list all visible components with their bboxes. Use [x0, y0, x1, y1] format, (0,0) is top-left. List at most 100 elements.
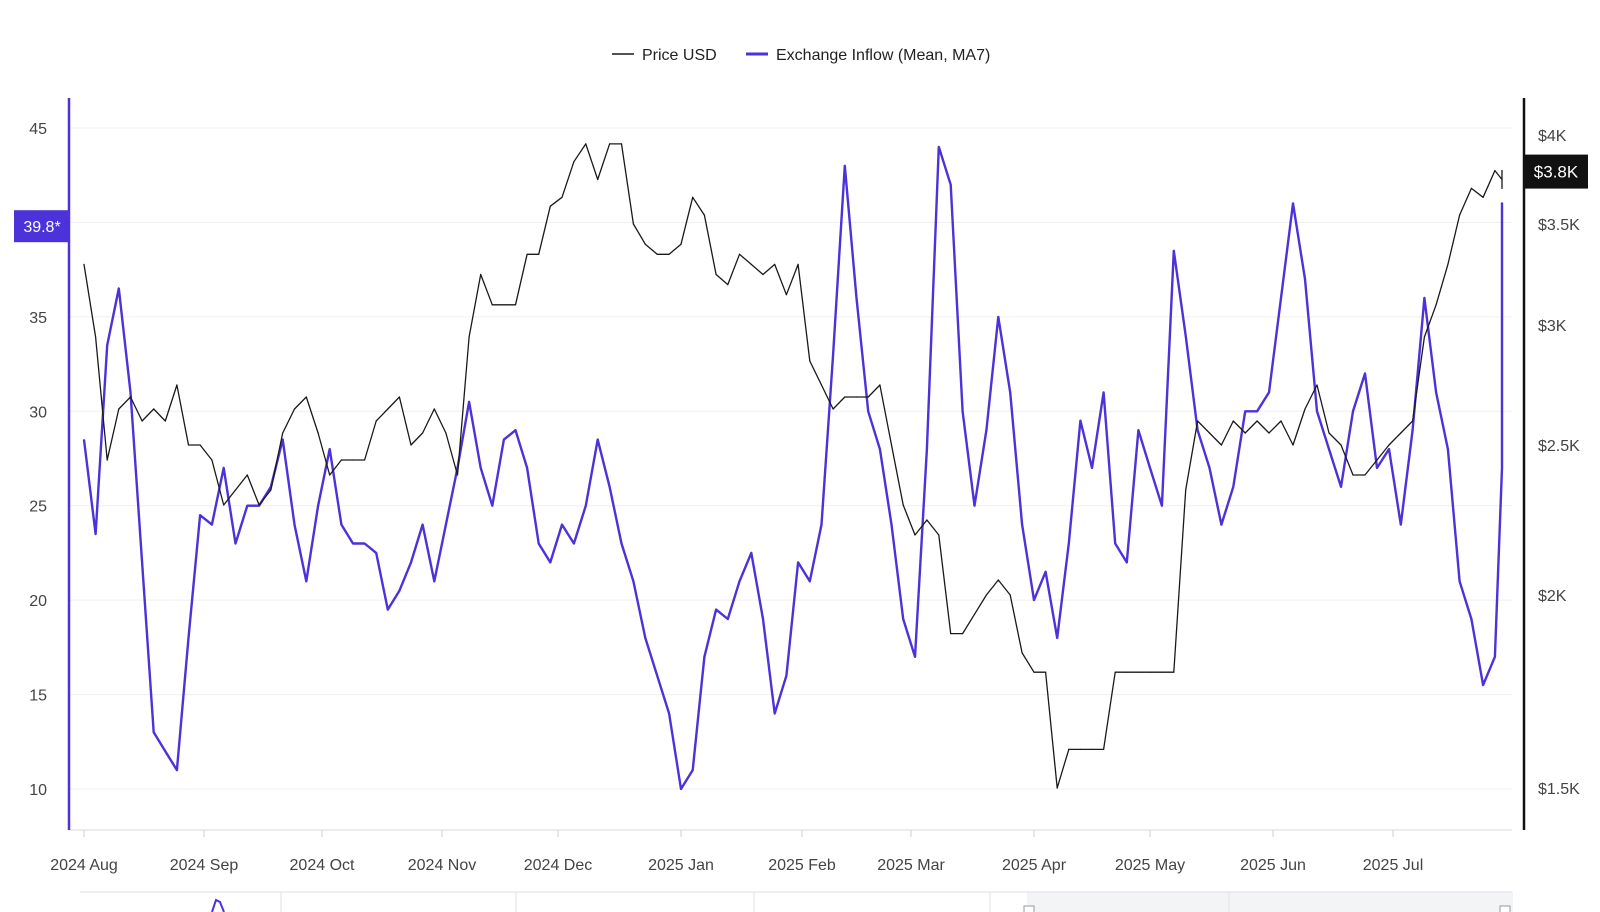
inflow-point: [445, 524, 447, 526]
inflow-point: [187, 637, 190, 639]
inflow-point: [785, 675, 787, 677]
inflow-point: [1328, 448, 1330, 450]
price-point: [1280, 420, 1282, 422]
price-point: [1501, 170, 1503, 172]
inflow-point: [985, 429, 987, 431]
price-point: [644, 243, 646, 245]
price-point: [352, 459, 354, 461]
inflow-point: [1068, 542, 1070, 545]
inflow-point: [1482, 684, 1484, 686]
price-point: [879, 384, 881, 386]
price-point: [1470, 187, 1472, 189]
inflow-point: [1079, 420, 1081, 422]
price-point: [176, 384, 178, 386]
inflow-point: [973, 505, 976, 507]
price-point: [762, 273, 764, 276]
inflow-point: [398, 590, 401, 592]
price-point: [1021, 652, 1023, 654]
inflow-point: [514, 429, 517, 431]
price-point: [1268, 432, 1270, 434]
inflow-point: [1268, 391, 1270, 393]
inflow-point: [1033, 599, 1035, 601]
inflow-point: [1501, 467, 1503, 469]
inflow-point: [1501, 202, 1503, 205]
price-point: [585, 143, 587, 145]
inflow-point: [199, 514, 201, 516]
inflow-point: [1364, 372, 1366, 375]
x-axis-tick-label: 2025 Feb: [768, 857, 836, 874]
price-point: [282, 432, 284, 434]
inflow-point: [526, 467, 528, 469]
price-point: [258, 504, 260, 506]
price-point: [1400, 432, 1402, 434]
inflow-point: [715, 608, 717, 611]
price-point: [973, 613, 976, 615]
right-axis-tick-label: $3K: [1538, 318, 1567, 335]
price-point: [375, 420, 377, 422]
inflow-point: [1501, 225, 1503, 227]
price-point: [1068, 748, 1070, 751]
legend-item[interactable]: Price USD: [612, 47, 717, 64]
range-selection[interactable]: [1027, 892, 1513, 912]
legend-item[interactable]: Exchange Inflow (Mean, MA7): [746, 47, 990, 64]
inflow-point: [1091, 467, 1093, 469]
price-point: [1328, 432, 1330, 434]
inflow-point: [950, 184, 952, 186]
inflow-point: [738, 580, 741, 582]
inflow-point: [211, 524, 213, 526]
price-point: [164, 420, 166, 422]
price-point: [1185, 489, 1187, 491]
inflow-point: [1501, 221, 1503, 224]
range-handle-right[interactable]: [1499, 905, 1511, 912]
price-point: [199, 444, 201, 446]
right-axis-tick-label: $2K: [1538, 588, 1567, 605]
inflow-point: [1280, 297, 1282, 299]
price-point: [926, 519, 928, 521]
inflow-point: [573, 542, 575, 545]
range-handle-left[interactable]: [1023, 905, 1035, 912]
price-point: [1114, 671, 1116, 673]
right-current-value-badge: [1524, 154, 1588, 189]
price-point: [1388, 444, 1390, 446]
price-point: [1340, 444, 1342, 446]
price-point: [1459, 214, 1461, 216]
x-axis-tick-label: 2025 May: [1115, 857, 1185, 874]
price-point: [703, 214, 706, 216]
inflow-point: [375, 552, 377, 554]
inflow-point: [890, 524, 893, 526]
left-axis-tick-label: 45: [29, 121, 47, 138]
price-point: [1447, 263, 1449, 265]
inflow-point: [926, 448, 928, 450]
inflow-point: [1340, 486, 1342, 488]
range-navigator[interactable]: [80, 891, 1513, 912]
price-point: [680, 243, 682, 245]
legend[interactable]: Price USD Exchange Inflow (Mean, MA7): [612, 47, 990, 64]
inflow-point: [1114, 542, 1116, 545]
price-point: [1173, 671, 1175, 673]
inflow-point: [1388, 448, 1390, 450]
inflow-point: [867, 410, 869, 412]
price-point: [329, 474, 331, 476]
inflow-point: [1208, 467, 1211, 469]
x-axis-tick-label: 2024 Oct: [290, 857, 355, 874]
inflow-point: [1009, 391, 1011, 393]
price-point: [106, 459, 108, 461]
price-point: [573, 161, 575, 163]
inflow-point: [1137, 429, 1139, 431]
price-point: [1045, 671, 1047, 673]
price-point: [844, 396, 846, 398]
inflow-point: [176, 769, 178, 771]
price-point: [317, 432, 319, 434]
price-point: [997, 579, 999, 581]
inflow-point: [1173, 250, 1175, 252]
inflow-point: [1501, 316, 1503, 318]
x-axis-tick-label: 2024 Sep: [170, 857, 239, 874]
price-point: [809, 360, 811, 362]
inflow-point: [329, 448, 331, 450]
price-point: [480, 273, 482, 276]
price-point: [1137, 671, 1139, 673]
price-point: [1220, 444, 1223, 446]
price-point: [1292, 444, 1294, 446]
inflow-point: [680, 788, 682, 790]
inflow-point: [480, 467, 482, 469]
